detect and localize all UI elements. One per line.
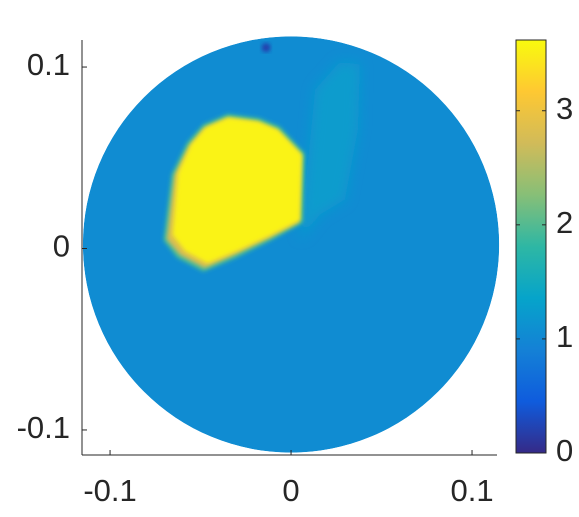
colorbar-tick-label: 3 xyxy=(556,91,573,126)
y-tick-label: 0 xyxy=(53,229,70,264)
y-tick-label: -0.1 xyxy=(17,410,70,445)
field-background xyxy=(82,36,500,453)
x-tick-label: 0 xyxy=(282,473,299,508)
y-tick-label: 0.1 xyxy=(27,47,70,82)
field-spot xyxy=(261,43,271,53)
field-region xyxy=(300,61,360,240)
x-tick-label: 0.1 xyxy=(450,473,493,508)
colorbar-tick-label: 2 xyxy=(556,205,573,240)
x-tick-label: -0.1 xyxy=(83,473,136,508)
field-region xyxy=(172,117,303,264)
colorbar-tick-label: 1 xyxy=(556,319,573,354)
colorbar-tick-label: 0 xyxy=(556,433,573,468)
colorbar xyxy=(515,39,547,454)
